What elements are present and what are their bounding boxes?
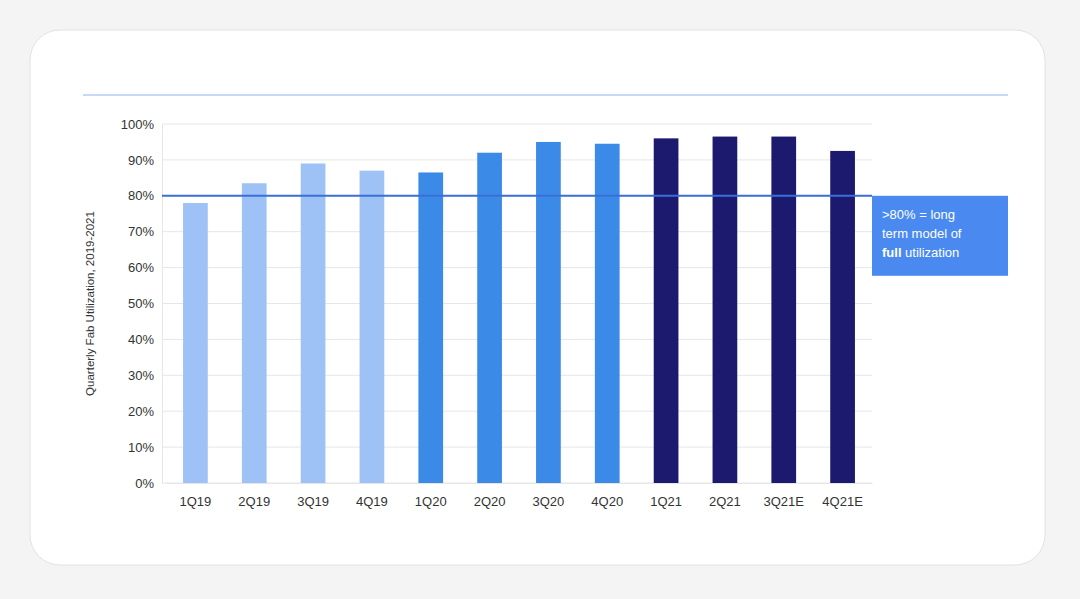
x-axis: 1Q19 2Q19 3Q19 4Q19 1Q20 2Q20 3Q20 4Q20 1Q21 2Q21… bbox=[167, 483, 873, 509]
bar bbox=[183, 203, 208, 483]
x-tick-label: 1Q19 bbox=[180, 494, 212, 509]
annotation-bold: full bbox=[882, 245, 902, 260]
card bbox=[30, 30, 1045, 565]
annotation-text-part: utilization bbox=[902, 245, 960, 260]
grid-line bbox=[162, 267, 872, 268]
bar bbox=[713, 137, 738, 483]
bar bbox=[301, 163, 326, 483]
x-tick: 2Q21 bbox=[709, 483, 741, 509]
bar bbox=[477, 153, 502, 483]
y-tick-label: 100% bbox=[121, 117, 155, 132]
bar bbox=[771, 137, 796, 483]
annotation-text: full utilization bbox=[882, 245, 959, 260]
x-tick-label: 1Q20 bbox=[415, 494, 447, 509]
bar bbox=[830, 151, 855, 483]
bar bbox=[536, 142, 561, 483]
grid-line bbox=[162, 339, 872, 340]
bar bbox=[242, 183, 267, 483]
x-tick-label: 2Q21 bbox=[709, 494, 741, 509]
grid bbox=[162, 124, 872, 483]
y-tick: 0% bbox=[135, 476, 162, 491]
y-tick: 70% bbox=[128, 224, 162, 239]
grid-line bbox=[162, 303, 872, 304]
y-tick: 50% bbox=[128, 296, 162, 311]
y-axis-title: Quarterly Fab Utilization, 2019-2021 bbox=[84, 211, 96, 396]
bar bbox=[360, 171, 385, 483]
bar bbox=[654, 138, 679, 483]
y-tick-label: 0% bbox=[135, 476, 154, 491]
y-tick-label: 90% bbox=[128, 153, 154, 168]
y-tick: 30% bbox=[128, 368, 162, 383]
grid-line bbox=[162, 411, 872, 412]
bar bbox=[418, 172, 443, 483]
x-tick: 1Q19 bbox=[180, 483, 212, 509]
grid-line bbox=[162, 231, 872, 232]
x-tick: 1Q20 bbox=[415, 483, 447, 509]
y-tick-label: 50% bbox=[128, 296, 154, 311]
y-tick: 60% bbox=[128, 260, 162, 275]
y-tick-label: 80% bbox=[128, 188, 154, 203]
grid-line bbox=[162, 375, 872, 376]
x-tick: 2Q19 bbox=[238, 483, 270, 509]
x-tick-label: 3Q21E bbox=[764, 494, 805, 509]
x-axis-line bbox=[167, 483, 873, 484]
y-tick: 20% bbox=[128, 404, 162, 419]
y-axis-line bbox=[162, 125, 163, 484]
chart: 0% 10% 20% 30% 40% 50% 60% 70% 80% 90% 100% 1Q19 2Q1… bbox=[0, 0, 1080, 599]
x-tick-label: 3Q20 bbox=[533, 494, 565, 509]
y-tick: 100% bbox=[121, 117, 162, 132]
x-tick-label: 4Q21E bbox=[822, 494, 863, 509]
x-tick: 4Q21E bbox=[822, 483, 863, 509]
x-tick: 2Q20 bbox=[474, 483, 506, 509]
y-tick-label: 60% bbox=[128, 260, 154, 275]
grid-line bbox=[162, 483, 872, 484]
y-tick-label: 70% bbox=[128, 224, 154, 239]
reference-line bbox=[162, 195, 872, 197]
grid-line bbox=[162, 124, 872, 125]
x-tick-label: 2Q20 bbox=[474, 494, 506, 509]
x-tick: 3Q20 bbox=[533, 483, 565, 509]
grid-line bbox=[162, 195, 872, 196]
x-tick-label: 3Q19 bbox=[297, 494, 329, 509]
annotation-text: term model of bbox=[882, 226, 962, 241]
x-tick: 1Q21 bbox=[650, 483, 682, 509]
y-tick: 40% bbox=[128, 332, 162, 347]
x-tick-label: 4Q20 bbox=[591, 494, 623, 509]
grid-line bbox=[162, 159, 872, 160]
bars bbox=[183, 137, 855, 483]
x-tick: 3Q21E bbox=[764, 483, 805, 509]
top-rule bbox=[83, 95, 1008, 96]
y-tick-label: 20% bbox=[128, 404, 154, 419]
annotation-text: >80% = long bbox=[882, 207, 955, 222]
x-tick: 4Q19 bbox=[356, 483, 388, 509]
y-tick-label: 10% bbox=[128, 440, 154, 455]
annotation-box bbox=[872, 196, 1008, 276]
x-tick-label: 4Q19 bbox=[356, 494, 388, 509]
x-tick: 3Q19 bbox=[297, 483, 329, 509]
y-tick: 10% bbox=[128, 440, 162, 455]
grid-line bbox=[162, 447, 872, 448]
y-tick: 90% bbox=[128, 153, 162, 168]
x-tick-label: 1Q21 bbox=[650, 494, 682, 509]
y-tick: 80% bbox=[128, 188, 162, 203]
bar bbox=[595, 144, 620, 483]
y-tick-label: 30% bbox=[128, 368, 154, 383]
y-axis: 0% 10% 20% 30% 40% 50% 60% 70% 80% 90% 100% bbox=[121, 117, 163, 491]
x-tick: 4Q20 bbox=[591, 483, 623, 509]
y-tick-label: 40% bbox=[128, 332, 154, 347]
x-tick-label: 2Q19 bbox=[238, 494, 270, 509]
